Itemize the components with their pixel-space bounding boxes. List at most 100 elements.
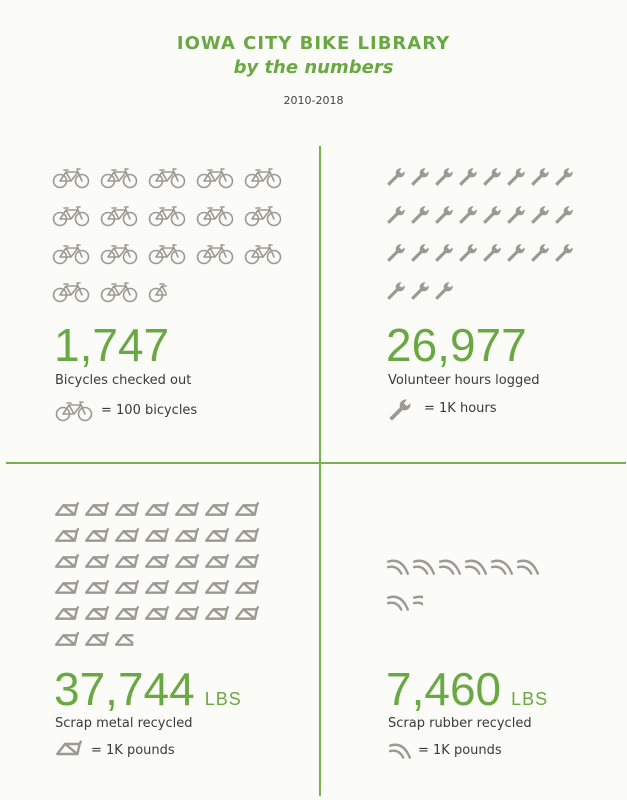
wrench-icon (555, 168, 573, 186)
bicycle-icon-grid (52, 167, 292, 307)
tire-icon (490, 559, 514, 575)
wrench-icon (411, 244, 429, 262)
bicycle-icon (196, 244, 234, 265)
wrench-icon (507, 244, 525, 262)
bike-frame-icon (174, 528, 200, 542)
bike-frame-icon (84, 502, 110, 516)
wrench-icon (531, 244, 549, 262)
tire-icon (386, 595, 410, 611)
bicycles-legend-text: = 100 bicycles (101, 403, 198, 418)
tire-icon (516, 559, 540, 575)
bike-frame-icon (114, 528, 140, 542)
bike-frame-icon (54, 554, 80, 568)
volunteer-hours-label: Volunteer hours logged (388, 373, 540, 388)
bicycle-icon (55, 401, 93, 422)
bicycle-icon (244, 244, 282, 265)
wrench-icon (555, 206, 573, 224)
wrench-icon (411, 168, 429, 186)
scrap-metal-legend-text: = 1K pounds (91, 743, 175, 758)
page-subtitle: by the numbers (233, 57, 394, 78)
wrench-icon (435, 168, 453, 186)
bike-frame-icon (234, 606, 260, 620)
bicycle-icon (52, 282, 90, 303)
bike-frame-icon (174, 502, 200, 516)
tire-icon-grid (386, 556, 566, 626)
bike-frame-icon (204, 528, 230, 542)
date-range: 2010-2018 (283, 94, 344, 107)
bike-frame-icon (234, 502, 260, 516)
wrench-icon (531, 206, 549, 224)
bike-frame-icon (114, 502, 140, 516)
bicycle-icon (52, 244, 90, 265)
bicycles-count: 1,747 (54, 319, 170, 371)
bicycle-icon (244, 168, 282, 189)
bike-frame-icon (54, 528, 80, 542)
bike-frame-icon (174, 606, 200, 620)
wrench-icon-grid (386, 167, 586, 307)
bike-frame-icon (174, 580, 200, 594)
bike-frame-icon (84, 580, 110, 594)
bicycle-icon (196, 206, 234, 227)
scrap-rubber-count: 7,460 LBS (386, 663, 549, 715)
bicycle-icon (148, 283, 167, 303)
volunteer-legend-text: = 1K hours (424, 401, 497, 416)
wrench-icon (459, 168, 477, 186)
bike-frame-icon (56, 740, 82, 756)
wrench-icon (483, 206, 501, 224)
scrap-rubber-legend-text: = 1K pounds (418, 743, 502, 758)
bike-frame-icon (144, 554, 170, 568)
bike-frame-icon (204, 580, 230, 594)
wrench-icon (387, 244, 405, 262)
scrap-metal-count: 37,744 LBS (54, 663, 242, 715)
wrench-icon (555, 244, 573, 262)
bike-frame-icon (204, 606, 230, 620)
bicycle-icon (148, 206, 186, 227)
wrench-icon (435, 244, 453, 262)
bike-frame-icon (144, 528, 170, 542)
wrench-icon (411, 282, 429, 300)
bike-frame-icon (144, 606, 170, 620)
tire-icon (412, 559, 436, 575)
bike-frame-icon (234, 554, 260, 568)
wrench-icon (483, 244, 501, 262)
bike-frame-icon (84, 606, 110, 620)
scrap-rubber-legend: = 1K pounds (388, 740, 588, 762)
bicycle-icon (196, 168, 234, 189)
volunteer-hours-count: 26,977 (386, 319, 527, 371)
tire-icon (412, 595, 424, 606)
bike-frame-icon (174, 554, 200, 568)
bike-frame-icon-grid (54, 502, 274, 652)
bicycle-icon (100, 206, 138, 227)
bike-frame-icon (84, 528, 110, 542)
tire-icon (438, 559, 462, 575)
scrap-metal-legend: = 1K pounds (55, 740, 255, 762)
wrench-icon (387, 206, 405, 224)
wrench-icon (483, 168, 501, 186)
bike-frame-icon (84, 554, 110, 568)
wrench-icon (411, 206, 429, 224)
bicycles-label: Bicycles checked out (55, 373, 192, 388)
bicycle-icon (100, 168, 138, 189)
bike-frame-icon (234, 580, 260, 594)
wrench-icon (459, 206, 477, 224)
tire-icon (386, 559, 410, 575)
wrench-icon (531, 168, 549, 186)
wrench-icon (387, 168, 405, 186)
bicycle-icon (100, 244, 138, 265)
scrap-metal-label: Scrap metal recycled (55, 716, 193, 731)
bike-frame-icon (54, 502, 80, 516)
bike-frame-icon (54, 580, 80, 594)
wrench-icon (435, 282, 453, 300)
page-title: IOWA CITY BIKE LIBRARY (176, 33, 451, 54)
wrench-icon (435, 206, 453, 224)
bike-frame-icon (54, 632, 80, 646)
bicycle-icon (52, 206, 90, 227)
bike-frame-icon (54, 606, 80, 620)
bike-frame-icon (114, 554, 140, 568)
bike-frame-icon (204, 502, 230, 516)
scrap-metal-unit: LBS (204, 689, 242, 709)
tire-icon (388, 743, 412, 759)
volunteer-legend: = 1K hours (388, 398, 588, 421)
wrench-icon (389, 399, 411, 421)
bike-frame-icon (234, 528, 260, 542)
